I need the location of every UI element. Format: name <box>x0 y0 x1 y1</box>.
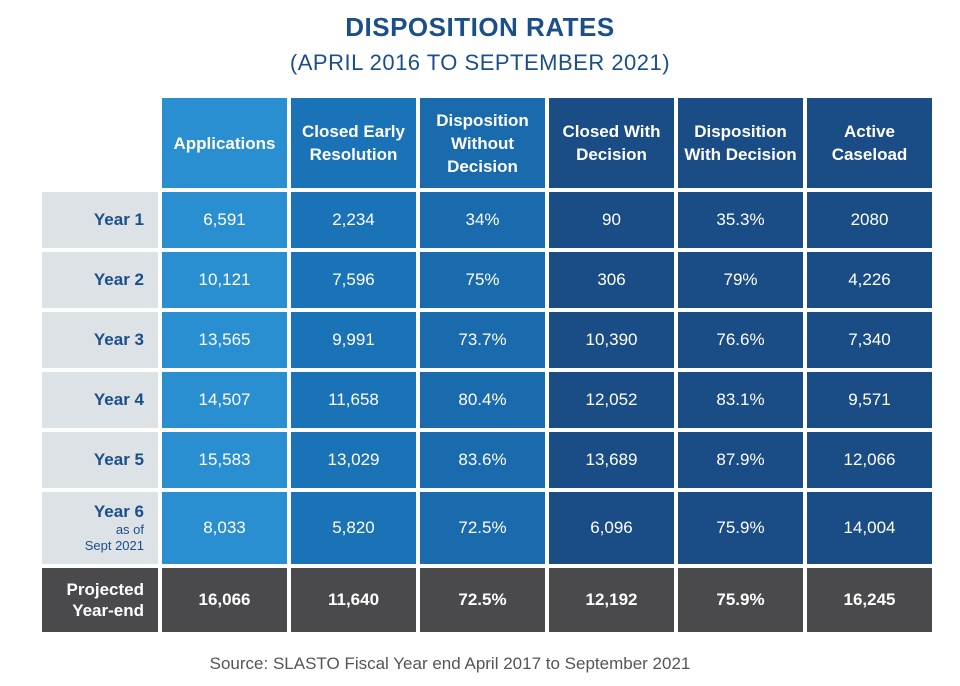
data-cell: 2080 <box>807 192 932 248</box>
data-cell: 14,507 <box>162 372 287 428</box>
row-label-note-date: Sept 2021 <box>84 538 144 553</box>
data-cell: 306 <box>549 252 674 308</box>
data-cell: 75% <box>420 252 545 308</box>
row-label: Year 2 <box>42 252 158 308</box>
table-row: Year 1 6,591 2,234 34% 90 35.3% 2080 <box>42 192 932 248</box>
data-cell: 15,583 <box>162 432 287 488</box>
data-cell: 8,033 <box>162 492 287 564</box>
data-cell: 12,052 <box>549 372 674 428</box>
table-row: Year 5 15,583 13,029 83.6% 13,689 87.9% 12,066 <box>42 432 932 488</box>
projected-cell: 11,640 <box>291 568 416 632</box>
row-label: Year 6 as of Sept 2021 <box>42 492 158 564</box>
data-cell: 34% <box>420 192 545 248</box>
data-cell: 2,234 <box>291 192 416 248</box>
source-note: Source: SLASTO Fiscal Year end April 201… <box>209 654 691 673</box>
column-header: Closed With Decision <box>549 98 674 188</box>
data-cell: 10,121 <box>162 252 287 308</box>
projected-cell: 12,192 <box>549 568 674 632</box>
data-cell: 35.3% <box>678 192 803 248</box>
data-cell: 9,991 <box>291 312 416 368</box>
data-cell: 83.6% <box>420 432 545 488</box>
row-label-text: Year 1 <box>93 210 144 229</box>
data-cell: 12,066 <box>807 432 932 488</box>
chart-title: DISPOSITION RATES <box>345 12 615 42</box>
data-cell: 6,591 <box>162 192 287 248</box>
data-cell: 13,689 <box>549 432 674 488</box>
row-label: Year 4 <box>42 372 158 428</box>
projected-cell: 75.9% <box>678 568 803 632</box>
column-header: Applications <box>162 98 287 188</box>
row-label-note: as of <box>115 522 144 537</box>
corner-cell <box>42 98 158 188</box>
data-cell: 13,029 <box>291 432 416 488</box>
data-cell: 7,596 <box>291 252 416 308</box>
data-cell: 73.7% <box>420 312 545 368</box>
data-cell: 83.1% <box>678 372 803 428</box>
data-cell: 76.6% <box>678 312 803 368</box>
projected-row: Projected Year-end 16,066 11,640 72.5% 1… <box>42 568 932 632</box>
projected-cell: 72.5% <box>420 568 545 632</box>
data-cell: 75.9% <box>678 492 803 564</box>
data-cell: 13,565 <box>162 312 287 368</box>
table-row: Year 2 10,121 7,596 75% 306 79% 4,226 <box>42 252 932 308</box>
data-cell: 80.4% <box>420 372 545 428</box>
header-row: Applications Closed Early Resolution Dis… <box>42 98 932 188</box>
column-header: Active Caseload <box>807 98 932 188</box>
row-label-text: Year 5 <box>93 450 144 469</box>
row-label-text: Year 3 <box>93 330 144 349</box>
projected-label-line1: Projected <box>66 580 144 599</box>
chart-subtitle: (APRIL 2016 TO SEPTEMBER 2021) <box>289 50 671 75</box>
table-row: Year 4 14,507 11,658 80.4% 12,052 83.1% 9,571 <box>42 372 932 428</box>
row-label: Year 1 <box>42 192 158 248</box>
data-cell: 7,340 <box>807 312 932 368</box>
disposition-rates-table: Applications Closed Early Resolution Dis… <box>38 94 936 636</box>
data-cell: 87.9% <box>678 432 803 488</box>
data-cell: 72.5% <box>420 492 545 564</box>
row-label-projected: Projected Year-end <box>42 568 158 632</box>
column-header: Disposition Without Decision <box>420 98 545 188</box>
row-label-text: Year 4 <box>93 390 144 409</box>
data-cell: 79% <box>678 252 803 308</box>
projected-cell: 16,066 <box>162 568 287 632</box>
data-cell: 10,390 <box>549 312 674 368</box>
data-cell: 4,226 <box>807 252 932 308</box>
projected-label-line2: Year-end <box>72 601 144 620</box>
projected-cell: 16,245 <box>807 568 932 632</box>
data-cell: 9,571 <box>807 372 932 428</box>
data-cell: 6,096 <box>549 492 674 564</box>
column-header: Disposition With Decision <box>678 98 803 188</box>
row-label: Year 3 <box>42 312 158 368</box>
row-label-text: Year 2 <box>93 270 144 289</box>
table-row: Year 6 as of Sept 2021 8,033 5,820 72.5% 6,096… <box>42 492 932 564</box>
data-cell: 14,004 <box>807 492 932 564</box>
table-row: Year 3 13,565 9,991 73.7% 10,390 76.6% 7,340 <box>42 312 932 368</box>
data-cell: 90 <box>549 192 674 248</box>
data-cell: 5,820 <box>291 492 416 564</box>
row-label-text: Year 6 <box>93 502 144 521</box>
data-cell: 11,658 <box>291 372 416 428</box>
column-header: Closed Early Resolution <box>291 98 416 188</box>
row-label: Year 5 <box>42 432 158 488</box>
